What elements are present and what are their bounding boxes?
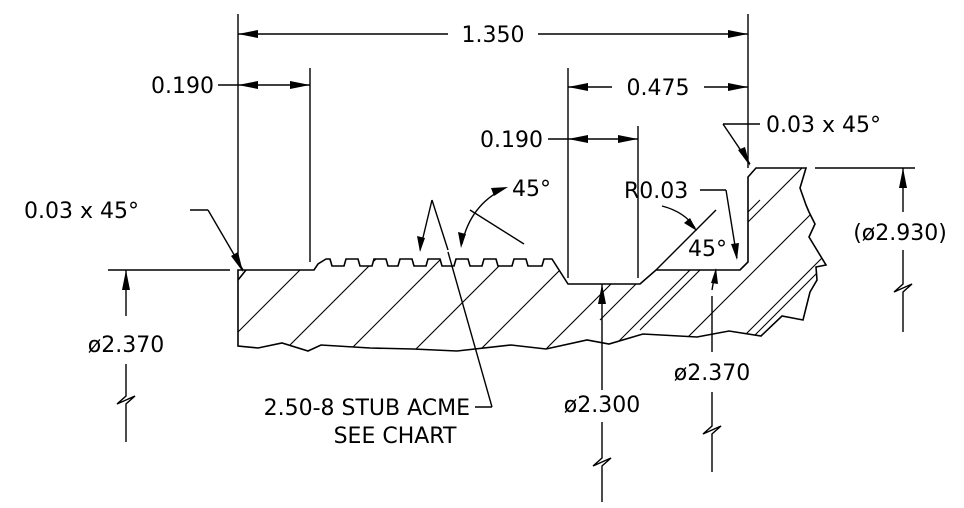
dim-left-land: 0.190 [151,74,310,99]
thread-callout-line2: SEE CHART [334,424,457,449]
dim-shoulder-to-groove: 0.475 [568,76,748,101]
groove-width-label: 0.190 [480,128,543,153]
overall-length-label: 1.350 [462,23,525,48]
left-chamfer-edge [237,269,247,281]
left-chamfer-label: 0.03 x 45° [24,199,139,224]
right-chamfer-label: 0.03 x 45° [766,113,881,138]
thread-angle-label: 45° [512,177,551,202]
groove-diameter-label: ø2.300 [564,393,640,418]
thread-callout: 2.50-8 STUB ACME SEE CHART [264,251,493,449]
shoulder-diameter-label: (ø2.930) [853,221,947,246]
dim-groove-diameter: ø2.300 [564,284,640,502]
dim-major-diameter-right: ø2.370 [674,296,750,472]
dim-overall-length: 1.350 [238,23,748,48]
leader-fillet-radius: R0.03 [624,179,739,260]
thread-angle-annotation: 45° [417,177,551,252]
shoulder-angle-label: 45° [688,237,727,262]
dim-groove-width: 0.190 [480,128,638,153]
fillet-radius-label: R0.03 [624,179,688,204]
dim-shoulder-diameter: (ø2.930) [853,168,947,332]
dim-major-diameter-left: ø2.370 [88,270,164,442]
extension-lines [108,14,915,278]
shoulder-to-groove-label: 0.475 [627,76,690,101]
thread-callout-line1: 2.50-8 STUB ACME [264,396,470,421]
shoulder-angle-annotation: 45° [655,205,727,291]
left-land-label: 0.190 [151,74,214,99]
leader-left-chamfer: 0.03 x 45° [24,199,244,272]
major-diameter-right-label: ø2.370 [674,361,750,386]
major-diameter-left-label: ø2.370 [88,333,164,358]
leader-right-chamfer: 0.03 x 45° [722,113,881,166]
